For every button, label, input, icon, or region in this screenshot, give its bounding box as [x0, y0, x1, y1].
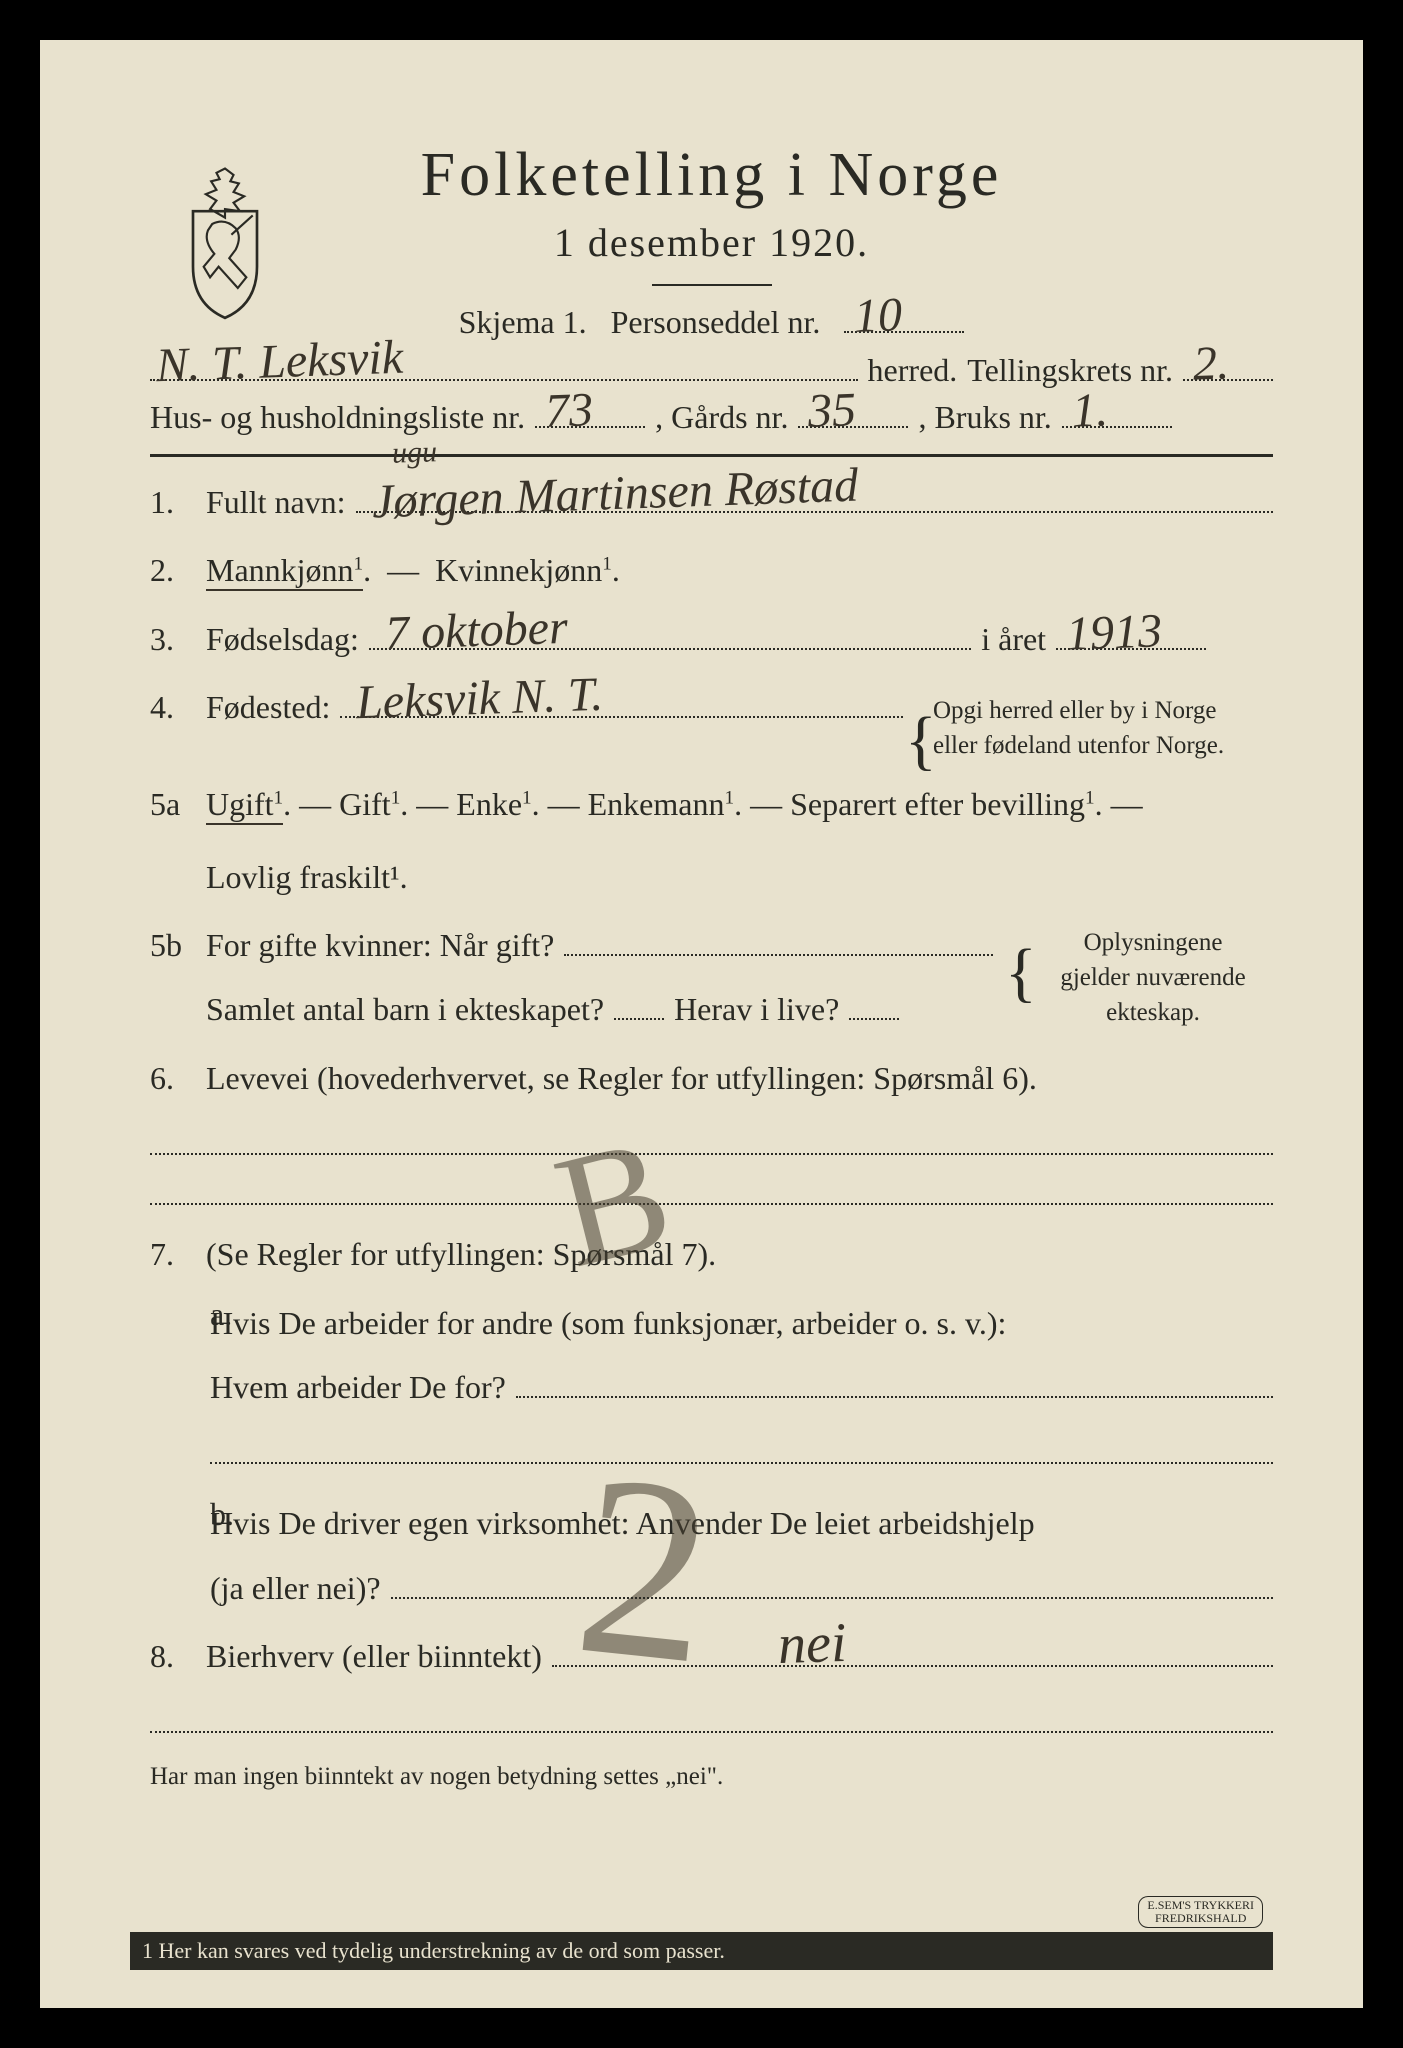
q5b-l2a: Samlet antal barn i ekteskapet? — [206, 982, 604, 1036]
q5b-l1a: For gifte kvinner: Når gift? — [206, 918, 554, 972]
q3-num: 3. — [150, 612, 206, 666]
q7-num: 7. — [150, 1227, 206, 1281]
bruks-nr: 1. — [1065, 388, 1114, 433]
husliste-nr: 73 — [538, 388, 599, 433]
printer-stamp: E.SEM'S TRYKKERI FREDRIKSHALD — [1138, 1896, 1263, 1928]
q3-mid: i året — [981, 612, 1046, 666]
tellingskrets-label: Tellingskrets nr. — [967, 352, 1173, 389]
q1-annotation: ugu — [386, 438, 444, 467]
q6-text: Levevei (hovederhvervet, se Regler for u… — [206, 1051, 1273, 1105]
q3-day-field: 7 oktober — [369, 620, 971, 650]
q5b: 5b For gifte kvinner: Når gift? Samlet a… — [150, 918, 1273, 1037]
q7b-label: b. — [150, 1496, 210, 1615]
q5b-num: 5b — [150, 918, 206, 1037]
q7-head: (Se Regler for utfyllingen: Spørsmål 7). — [206, 1227, 1273, 1281]
q6-line2 — [150, 1177, 1273, 1205]
personseddel-label: Personseddel nr. — [611, 304, 821, 341]
footnote-bar: 1 Her kan svares ved tydelig understrekn… — [130, 1932, 1273, 1970]
q6-num: 6. — [150, 1051, 206, 1105]
title-main: Folketelling i Norge — [150, 140, 1273, 211]
q6: 6. Levevei (hovederhvervet, se Regler fo… — [150, 1051, 1273, 1105]
q1-label: Fullt navn: — [206, 475, 346, 529]
census-form-page: Folketelling i Norge 1 desember 1920. Sk… — [0, 0, 1403, 2048]
q7a-field — [516, 1368, 1273, 1398]
title-sub: 1 desember 1920. — [150, 219, 1273, 266]
q8-value: nei — [771, 1617, 853, 1670]
q7a: a. Hvis De arbeider for andre (som funks… — [150, 1296, 1273, 1487]
q5b-live-field — [849, 994, 899, 1020]
herred-name: N. T. Leksvik — [149, 335, 409, 387]
q5a: 5a Ugift1. — Gift1. — Enke1. — Enkemann1… — [150, 777, 1273, 904]
q7a-l1: Hvis De arbeider for andre (som funksjon… — [210, 1296, 1273, 1350]
q4-value: Leksvik N. T. — [350, 672, 610, 724]
q7b-field — [391, 1569, 1273, 1599]
q2: 2. Mannkjønn1. — Kvinnekjønn1. — [150, 543, 1273, 597]
gards-field: 35 — [798, 402, 908, 428]
q3-year-field: 1913 — [1056, 624, 1206, 650]
tellingskrets-field: 2. — [1183, 355, 1273, 381]
tellingskrets-nr: 2. — [1186, 341, 1235, 386]
q4-note: Opgi herred eller by i Norge eller fødel… — [933, 693, 1273, 763]
q4-field: Leksvik N. T. — [340, 688, 903, 718]
skjema-label: Skjema 1. — [459, 304, 587, 341]
q8-line — [150, 1705, 1273, 1733]
q7: 7. (Se Regler for utfyllingen: Spørsmål … — [150, 1227, 1273, 1281]
heavy-rule — [150, 454, 1273, 457]
gards-label: , Gårds nr. — [655, 399, 788, 436]
q2-mann: Mannkjønn1 — [206, 552, 363, 591]
q4: 4. Fødested: Leksvik N. T. Opgi herred e… — [150, 680, 1273, 763]
q7a-line — [210, 1436, 1273, 1464]
husliste-label: Hus- og husholdningsliste nr. — [150, 399, 525, 436]
husliste-line: Hus- og husholdningsliste nr. 73 , Gårds… — [150, 399, 1273, 436]
q7b-l2: (ja eller nei)? — [210, 1561, 381, 1615]
q5b-note: Oplysningene gjelder nuværende ekteskap. — [1033, 925, 1273, 1030]
q5b-gift-field — [564, 926, 993, 956]
q4-label: Fødested: — [206, 680, 330, 734]
q5b-l2b: Herav i live? — [674, 982, 839, 1036]
q5b-barn-field — [614, 994, 664, 1020]
personseddel-nr: 10 — [848, 293, 909, 338]
q1-value: Jørgen Martinsen Røstad — [365, 463, 864, 524]
q1-num: 1. — [150, 475, 206, 529]
q8-num: 8. — [150, 1629, 206, 1683]
q3-year: 1913 — [1059, 609, 1168, 656]
q7a-l2: Hvem arbeider De for? — [210, 1360, 506, 1414]
q1: 1. Fullt navn: ugu Jørgen Martinsen Røst… — [150, 475, 1273, 529]
q5a-num: 5a — [150, 777, 206, 904]
bruks-label: , Bruks nr. — [918, 399, 1051, 436]
q7a-label: a. — [150, 1296, 210, 1487]
q5a-options: Ugift1. — Gift1. — Enke1. — Enkemann1. —… — [206, 786, 1143, 822]
q2-kvinne: Kvinnekjønn1 — [435, 552, 612, 588]
divider — [652, 284, 772, 286]
q1-field: Jørgen Martinsen Røstad — [356, 483, 1273, 513]
q6-line1 — [150, 1127, 1273, 1155]
footer-note: Har man ingen biinntekt av nogen betydni… — [150, 1763, 1273, 1791]
husliste-field: 73 — [535, 402, 645, 428]
q3-label: Fødselsdag: — [206, 612, 359, 666]
q7b-l1: Hvis De driver egen virksomhet: Anvender… — [210, 1496, 1273, 1550]
q4-num: 4. — [150, 680, 206, 763]
personseddel-nr-field: 10 — [844, 307, 964, 333]
q8: 8. Bierhverv (eller biinntekt) nei — [150, 1629, 1273, 1683]
bruks-field: 1. — [1062, 402, 1172, 428]
q3-day: 7 oktober — [378, 605, 574, 655]
q8-label: Bierhverv (eller biinntekt) — [206, 1629, 542, 1683]
q5a-line2: Lovlig fraskilt¹. — [206, 850, 1273, 904]
herred-name-field: N. T. Leksvik — [150, 351, 858, 381]
q3: 3. Fødselsdag: 7 oktober i året 1913 — [150, 612, 1273, 666]
q8-field: nei — [552, 1637, 1273, 1667]
herred-label: herred. — [868, 352, 958, 389]
gards-nr: 35 — [802, 388, 863, 433]
form-header: Folketelling i Norge 1 desember 1920. — [150, 140, 1273, 286]
coat-of-arms-icon — [170, 160, 280, 320]
q7b: b. Hvis De driver egen virksomhet: Anven… — [150, 1496, 1273, 1615]
q2-num: 2. — [150, 543, 206, 597]
